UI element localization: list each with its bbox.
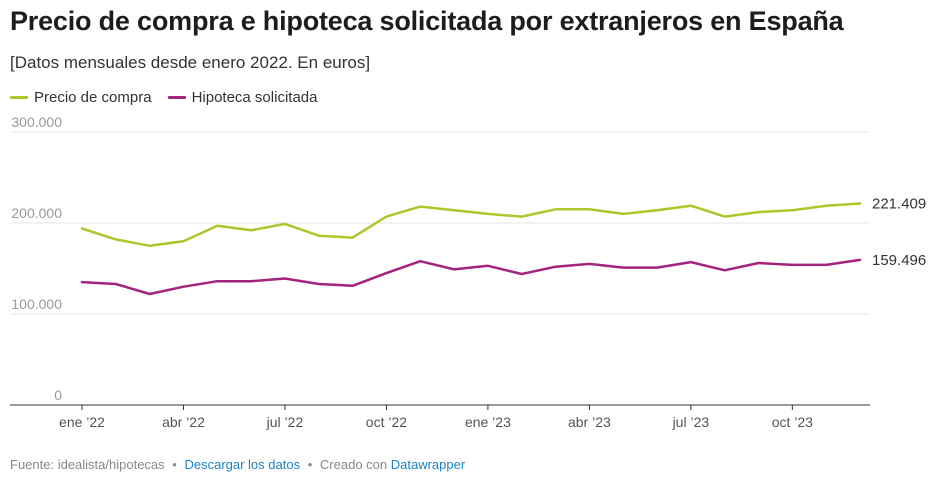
x-tick-label: jul ’22 bbox=[266, 414, 304, 430]
x-tick-label: ene ’22 bbox=[59, 414, 105, 430]
legend-swatch-precio bbox=[10, 96, 28, 99]
end-value-label: 159.496 bbox=[872, 252, 926, 269]
legend-swatch-hipoteca bbox=[167, 96, 186, 99]
footer-separator: • bbox=[172, 457, 177, 472]
source-text: Fuente: idealista/hipotecas bbox=[10, 457, 165, 472]
chart-subtitle: [Datos mensuales desde enero 2022. En eu… bbox=[10, 53, 371, 72]
download-data-link[interactable]: Descargar los datos bbox=[184, 457, 301, 472]
end-value-label: 221.409 bbox=[872, 196, 926, 213]
x-tick-label: oct ’22 bbox=[366, 414, 407, 430]
chart-legend: Precio de compra Hipoteca solicitada bbox=[10, 89, 333, 106]
y-tick-label: 300.000 bbox=[11, 114, 62, 130]
x-tick-label: oct ’23 bbox=[772, 414, 813, 430]
legend-item-precio: Precio de compra bbox=[10, 89, 152, 106]
legend-item-hipoteca: Hipoteca solicitada bbox=[167, 89, 318, 106]
series-line-precio bbox=[80, 202, 862, 248]
line-chart: 0 100.000 200.000 300.000 ene ’22 abr ’22 jul … bbox=[10, 114, 926, 430]
chart-footer: Fuente: idealista/hipotecas • Descargar … bbox=[10, 457, 465, 472]
y-tick-label: 200.000 bbox=[11, 205, 62, 221]
legend-label-precio: Precio de compra bbox=[34, 89, 152, 106]
x-tick-label: jul ’23 bbox=[672, 414, 710, 430]
chart-title: Precio de compra e hipoteca solicitada p… bbox=[10, 6, 844, 36]
series-line-hipoteca bbox=[80, 258, 862, 296]
footer-separator-2: • bbox=[307, 457, 313, 472]
datawrapper-link[interactable]: Datawrapper bbox=[390, 457, 466, 472]
x-tick-label: abr ’23 bbox=[568, 414, 611, 430]
created-with-text: Creado con bbox=[319, 457, 388, 472]
y-tick-label: 0 bbox=[54, 387, 62, 403]
x-tick-label: abr ’22 bbox=[162, 414, 205, 430]
x-tick-label: ene ’23 bbox=[465, 414, 511, 430]
legend-label-hipoteca: Hipoteca solicitada bbox=[191, 89, 318, 106]
y-tick-label: 100.000 bbox=[11, 296, 62, 312]
